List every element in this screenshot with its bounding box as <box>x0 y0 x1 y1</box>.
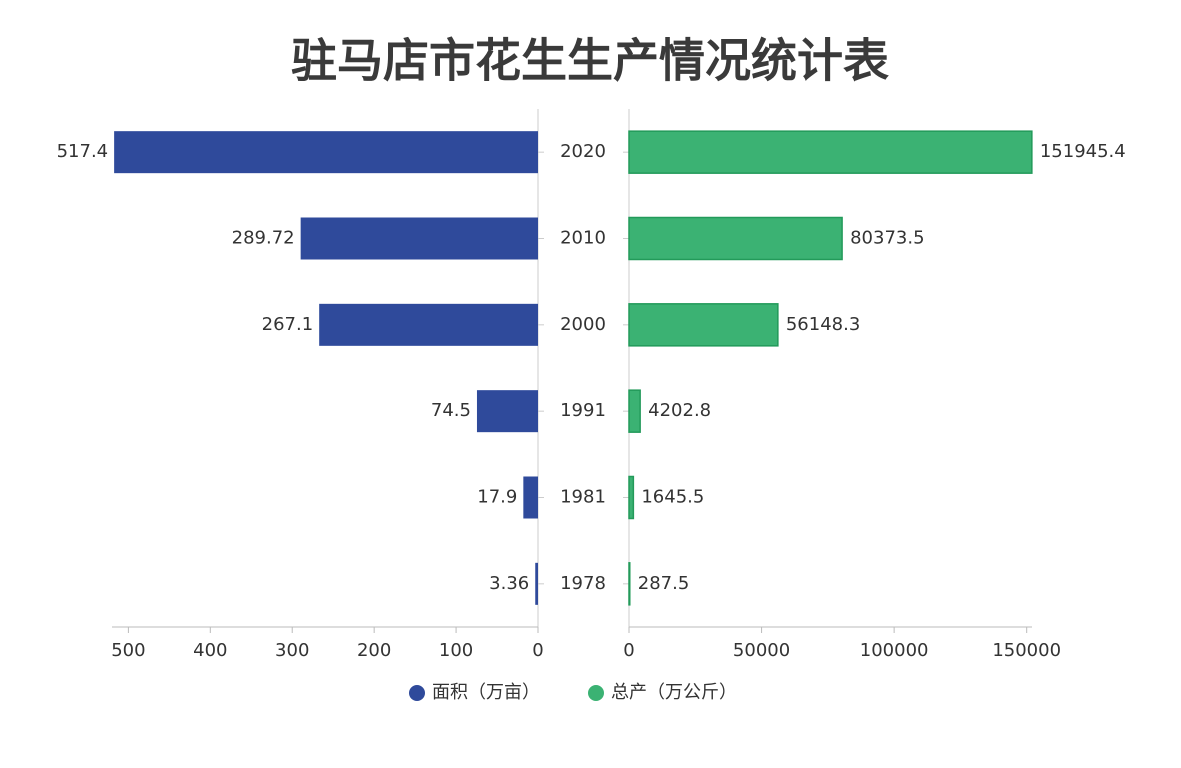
x-tick-label: 200 <box>357 640 391 661</box>
bar <box>114 131 538 174</box>
x-tick-label: 300 <box>275 640 309 661</box>
x-tick-label: 150000 <box>992 640 1061 661</box>
bar <box>319 303 538 346</box>
bar <box>535 562 538 605</box>
value-label: 289.72 <box>232 228 295 249</box>
bar <box>628 216 843 261</box>
value-label: 17.9 <box>477 487 517 508</box>
value-label: 74.5 <box>431 400 471 421</box>
value-label: 287.5 <box>638 573 690 594</box>
category-label: 2020 <box>560 141 606 162</box>
legend-label: 面积（万亩） <box>432 682 540 703</box>
legend-label: 总产（万公斤） <box>611 682 737 703</box>
bar <box>628 130 1033 174</box>
x-tick-label: 0 <box>623 640 634 661</box>
x-tick-label: 0 <box>532 640 543 661</box>
x-tick-label: 100000 <box>860 640 929 661</box>
x-tick-label: 100 <box>439 640 473 661</box>
bar <box>476 390 538 433</box>
chart-title: 驻马店市花生生产情况统计表 <box>291 34 889 88</box>
category-label: 2000 <box>560 314 606 335</box>
value-label: 56148.3 <box>786 314 860 335</box>
value-label: 3.36 <box>489 573 529 594</box>
value-label: 80373.5 <box>850 228 924 249</box>
value-label: 1645.5 <box>641 487 704 508</box>
value-label: 151945.4 <box>1040 141 1126 162</box>
x-tick-label: 400 <box>193 640 227 661</box>
bar <box>628 475 635 520</box>
bar <box>628 389 641 433</box>
legend-marker <box>588 685 604 701</box>
value-label: 517.4 <box>57 141 109 162</box>
category-label: 1981 <box>560 487 606 508</box>
legend-marker <box>409 685 425 701</box>
bar <box>300 217 538 260</box>
bar <box>628 303 779 347</box>
category-label: 1991 <box>560 400 606 421</box>
value-label: 267.1 <box>262 314 314 335</box>
bar <box>628 562 631 606</box>
category-label: 2010 <box>560 228 606 249</box>
x-tick-label: 500 <box>111 640 145 661</box>
value-label: 4202.8 <box>648 400 711 421</box>
bar <box>523 476 538 519</box>
x-tick-label: 50000 <box>733 640 790 661</box>
category-label: 1978 <box>560 573 606 594</box>
